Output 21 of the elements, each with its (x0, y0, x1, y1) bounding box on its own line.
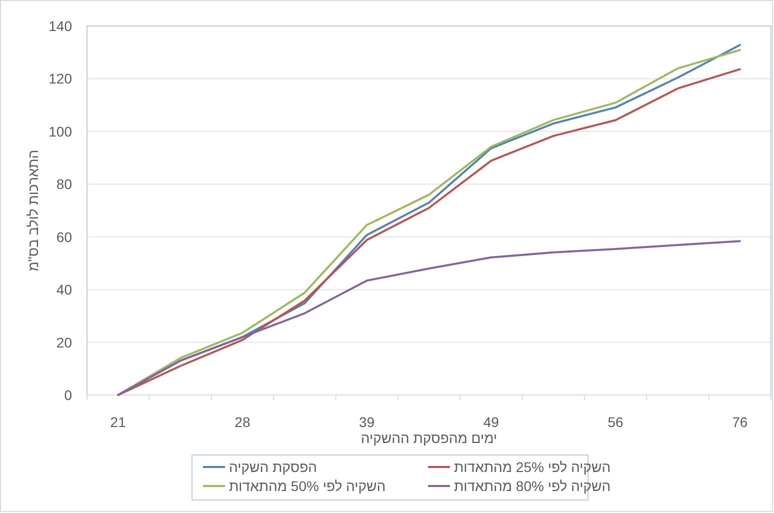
y-tick-label: 100 (48, 123, 72, 140)
x-tick-label: 39 (359, 414, 375, 430)
y-tick-label: 20 (56, 334, 72, 350)
x-tick-label: 76 (732, 414, 748, 430)
y-tick-label: 120 (48, 70, 72, 87)
y-tick-label: 60 (56, 228, 72, 245)
x-tick-label: 28 (234, 414, 250, 430)
y-axis-title: התארכות לולב בס"מ (25, 150, 41, 272)
line-series (117, 240, 741, 396)
y-tick-label: 40 (56, 282, 72, 298)
legend-label: השקיה לפי 80% מהתאדות (454, 478, 611, 494)
legend-label: השקיה לפי 25% מהתאדות (454, 459, 611, 475)
x-tick-label: 21 (110, 414, 126, 430)
x-tick-label: 56 (608, 414, 624, 430)
y-tick-label: 140 (48, 18, 72, 34)
y-tick-label: 80 (56, 176, 72, 192)
x-axis-title: ימים מהפסקת ההשקיה (360, 430, 498, 446)
legend-label: השקיה לפי 50% מהתאדות (229, 478, 386, 494)
y-tick-label: 0 (64, 387, 72, 403)
legend-label: הפסקת השקיה (229, 459, 317, 475)
x-tick-label: 49 (483, 414, 500, 430)
